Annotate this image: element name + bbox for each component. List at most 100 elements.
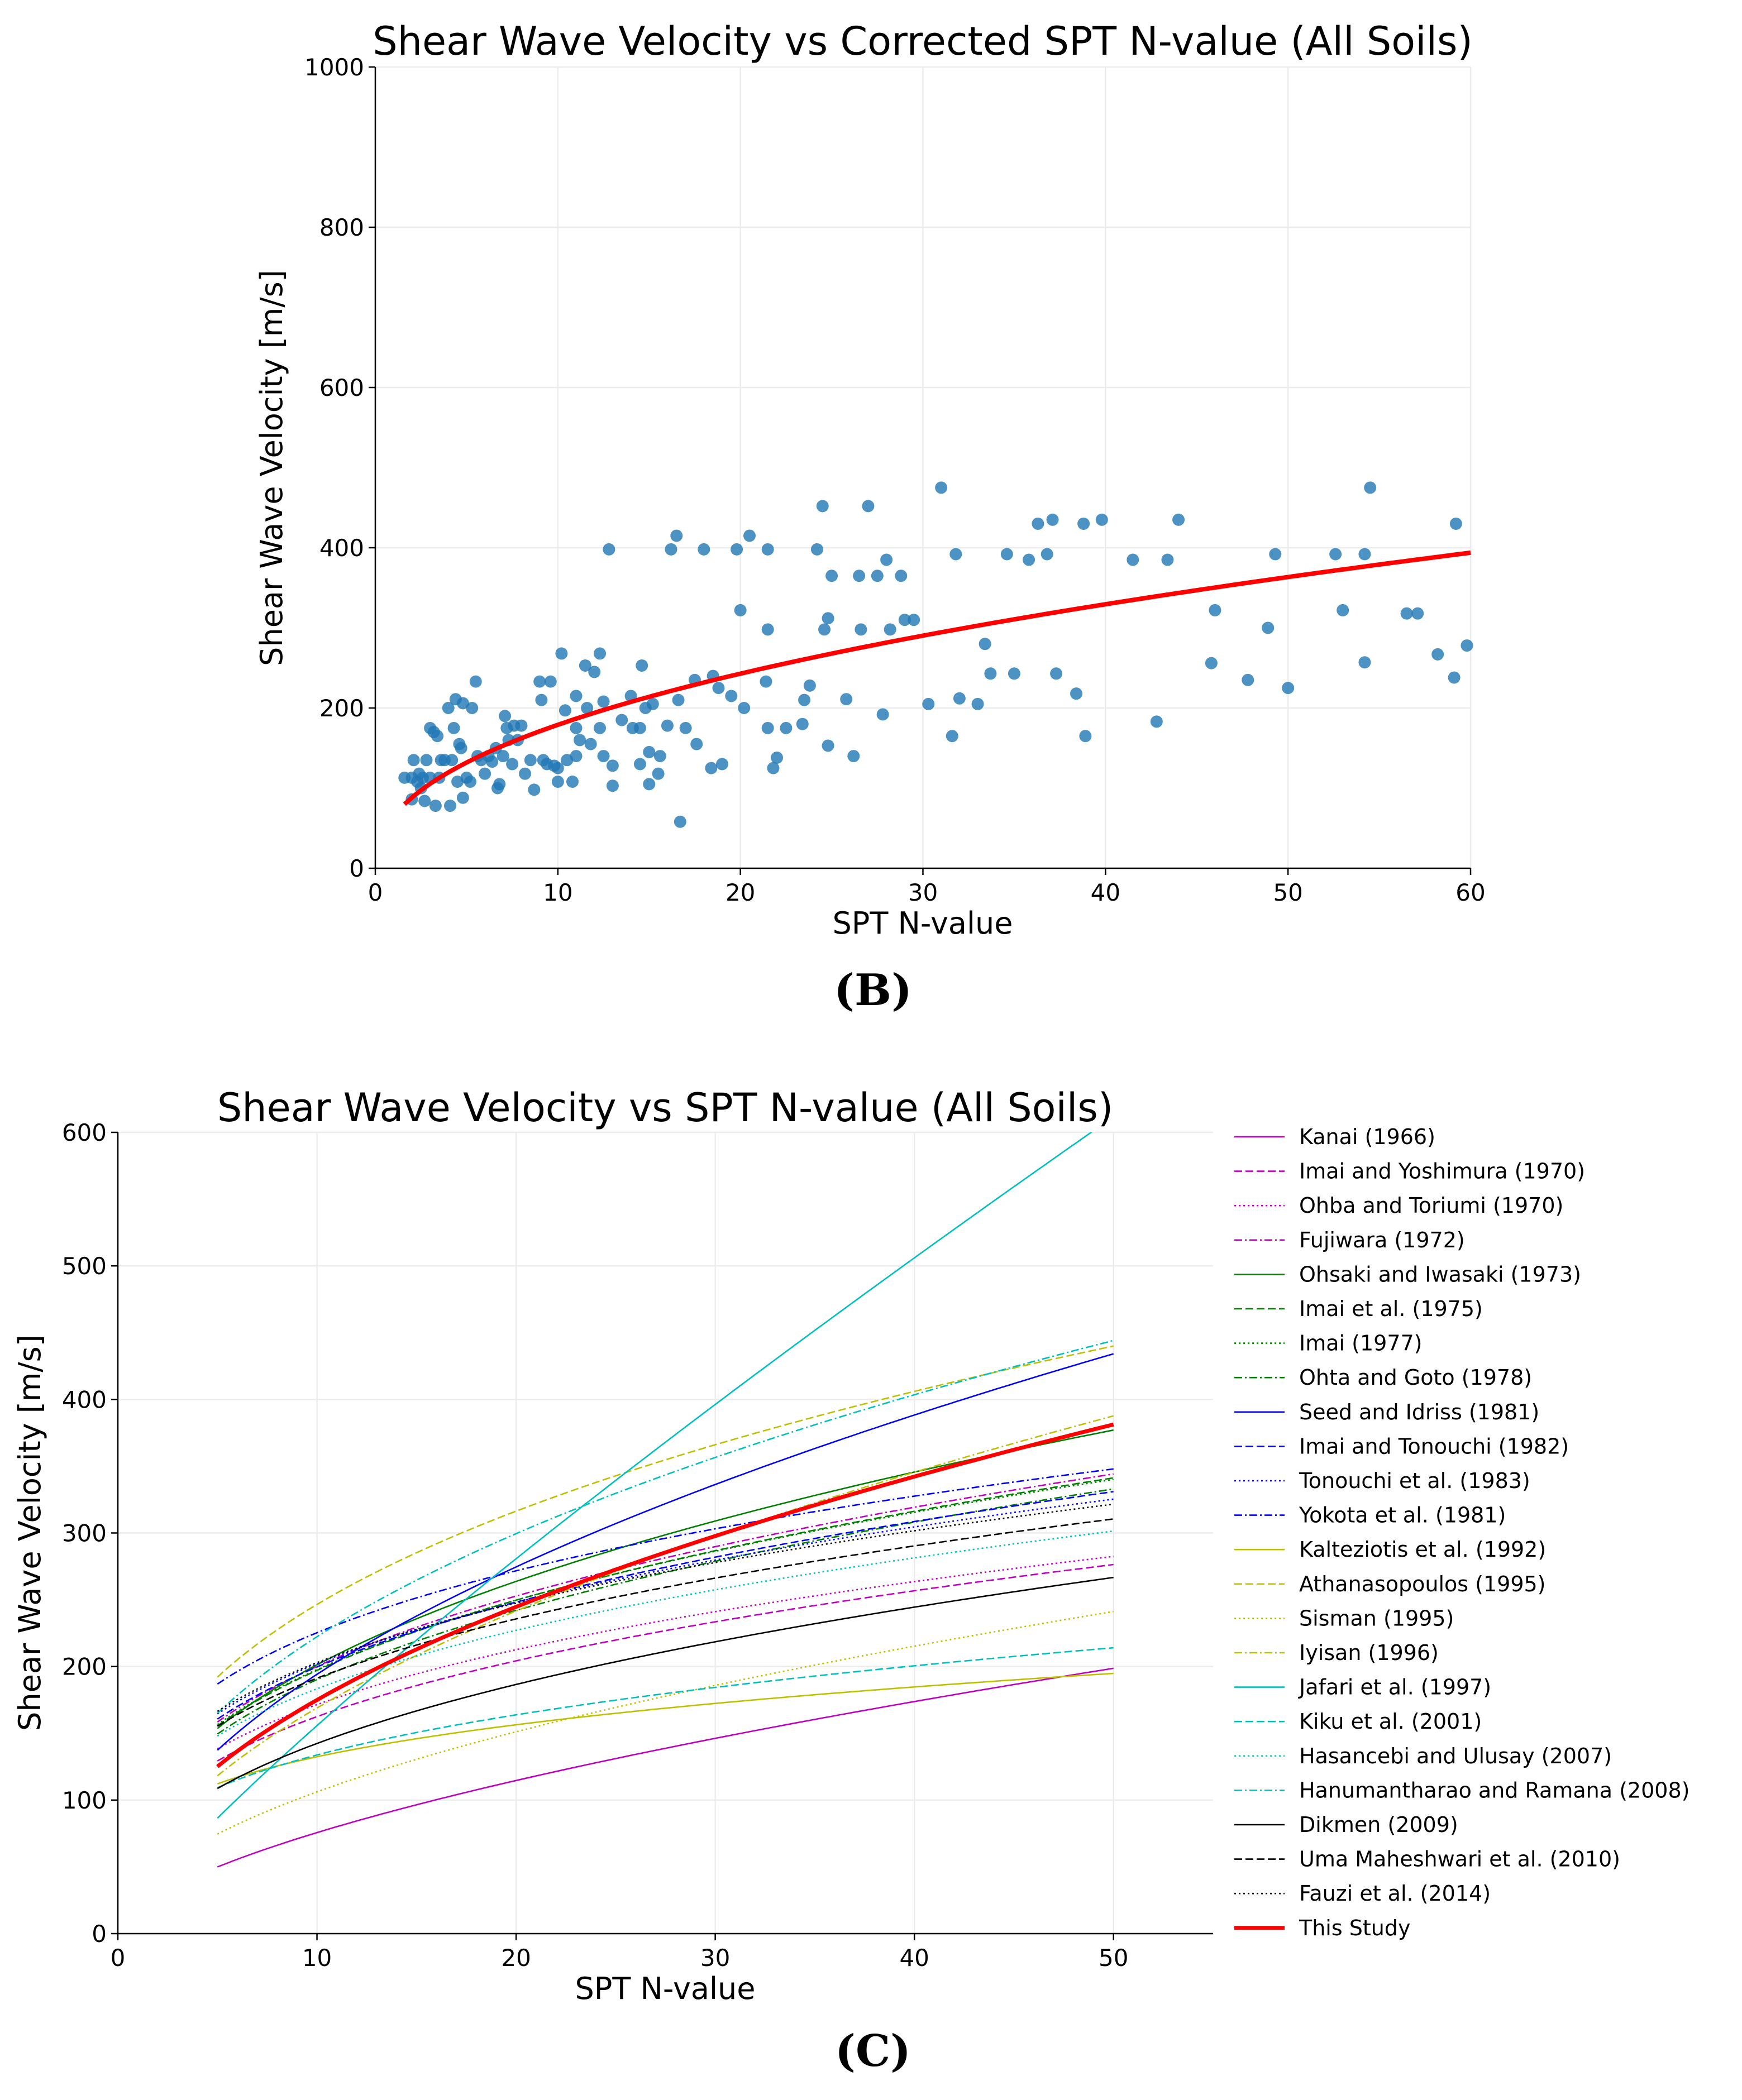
data-point — [761, 543, 774, 556]
data-point — [822, 612, 834, 625]
data-point — [715, 758, 728, 771]
data-point — [535, 693, 548, 706]
curve-ohba-and-toriumi-1970 — [217, 1556, 1114, 1750]
y-axis-label: Shear Wave Velocity [m/s] — [12, 1334, 47, 1731]
data-point — [855, 623, 867, 636]
x-tick-label: 40 — [899, 1944, 929, 1972]
data-point — [690, 738, 703, 750]
data-point — [646, 697, 659, 710]
y-tick-label: 600 — [62, 1119, 107, 1146]
data-point — [597, 695, 610, 708]
legend-label: Seed and Idriss (1981) — [1299, 1400, 1539, 1424]
x-axis-label: SPT N-value — [575, 1971, 756, 2006]
data-point — [499, 710, 512, 723]
data-point — [825, 570, 838, 582]
data-point — [979, 638, 991, 650]
chart-title: Shear Wave Velocity vs Corrected SPT N-v… — [373, 18, 1473, 64]
data-point — [1364, 481, 1377, 494]
legend-label: Fauzi et al. (2014) — [1299, 1881, 1491, 1906]
data-point — [1449, 517, 1462, 530]
model-curves — [216, 1132, 1114, 1868]
data-point — [674, 815, 686, 828]
legend-label: Fujiwara (1972) — [1299, 1228, 1465, 1252]
data-point — [418, 795, 431, 807]
y-tick-label: 0 — [349, 855, 364, 882]
data-point — [584, 738, 597, 750]
data-point — [497, 750, 509, 763]
data-point — [429, 800, 442, 812]
data-point — [880, 553, 893, 566]
curve-yokota-et-al-1981 — [217, 1468, 1114, 1685]
data-point — [803, 679, 816, 692]
legend-label: Imai (1977) — [1299, 1331, 1423, 1356]
data-point — [633, 721, 646, 734]
data-point — [949, 548, 962, 561]
y-tick-label: 400 — [62, 1386, 107, 1413]
data-point — [1172, 513, 1185, 526]
data-point — [1077, 517, 1090, 530]
legend-label: Imai et al. (1975) — [1299, 1297, 1483, 1321]
y-tick-label: 200 — [319, 695, 364, 722]
curve-jafari-et-al-1997 — [217, 1132, 1092, 1819]
data-point — [555, 647, 568, 660]
panel-label: (B) — [834, 965, 912, 1016]
legend: Kanai (1966) Imai and Yoshimura (1970) Ohb… — [1234, 1125, 1689, 1940]
data-point — [734, 604, 747, 616]
data-point — [615, 714, 628, 726]
data-point — [1095, 513, 1108, 526]
legend-label: Uma Maheshwari et al. (2010) — [1299, 1847, 1620, 1872]
curve-dikmen-2009 — [217, 1576, 1114, 1790]
data-point — [862, 500, 875, 513]
y-tick-label: 200 — [62, 1653, 107, 1681]
data-point — [898, 614, 911, 626]
x-tick-label: 40 — [1091, 879, 1120, 906]
data-point — [570, 690, 583, 702]
x-tick-label: 60 — [1455, 879, 1485, 906]
y-tick-label: 500 — [62, 1252, 107, 1280]
data-point — [551, 762, 564, 774]
x-tick-label: 10 — [302, 1944, 332, 1972]
data-point — [444, 800, 457, 812]
data-point — [652, 767, 665, 780]
y-tick-label: 600 — [319, 374, 364, 401]
curve-imai-et-al-1975 — [217, 1477, 1114, 1726]
legend-label: Jafari et al. (1997) — [1298, 1675, 1491, 1700]
data-point — [506, 758, 519, 771]
data-point — [908, 614, 920, 626]
legend-label: Ohsaki and Iwasaki (1973) — [1299, 1262, 1581, 1286]
curve-this-study — [216, 1422, 1114, 1768]
chart-title: Shear Wave Velocity vs SPT N-value (All … — [217, 1085, 1113, 1131]
data-point — [816, 500, 829, 513]
data-point — [420, 754, 433, 767]
data-point — [884, 623, 896, 636]
data-point — [1205, 657, 1218, 669]
data-point — [551, 776, 564, 788]
data-point — [544, 675, 557, 688]
data-point — [1329, 548, 1342, 561]
y-tick-label: 0 — [92, 1920, 107, 1948]
y-tick-label: 1000 — [304, 54, 364, 81]
data-point — [935, 481, 948, 494]
curve-kanai-1966 — [217, 1667, 1114, 1868]
data-point — [633, 758, 646, 771]
data-point — [579, 659, 591, 672]
data-point — [1127, 553, 1139, 566]
data-point — [606, 779, 619, 792]
data-point — [672, 693, 685, 706]
data-point — [447, 721, 460, 734]
x-tick-label: 0 — [368, 879, 383, 906]
data-point — [594, 721, 607, 734]
data-point — [493, 778, 506, 791]
data-point — [761, 721, 774, 734]
data-point — [1400, 607, 1413, 620]
data-point — [1282, 682, 1295, 695]
data-point — [946, 730, 958, 743]
legend-label: Hasancebi and Ulusay (2007) — [1299, 1744, 1612, 1768]
data-point — [606, 759, 619, 772]
data-point — [1448, 671, 1461, 684]
curve-uma-maheshwari-et-al-2010 — [217, 1518, 1114, 1727]
